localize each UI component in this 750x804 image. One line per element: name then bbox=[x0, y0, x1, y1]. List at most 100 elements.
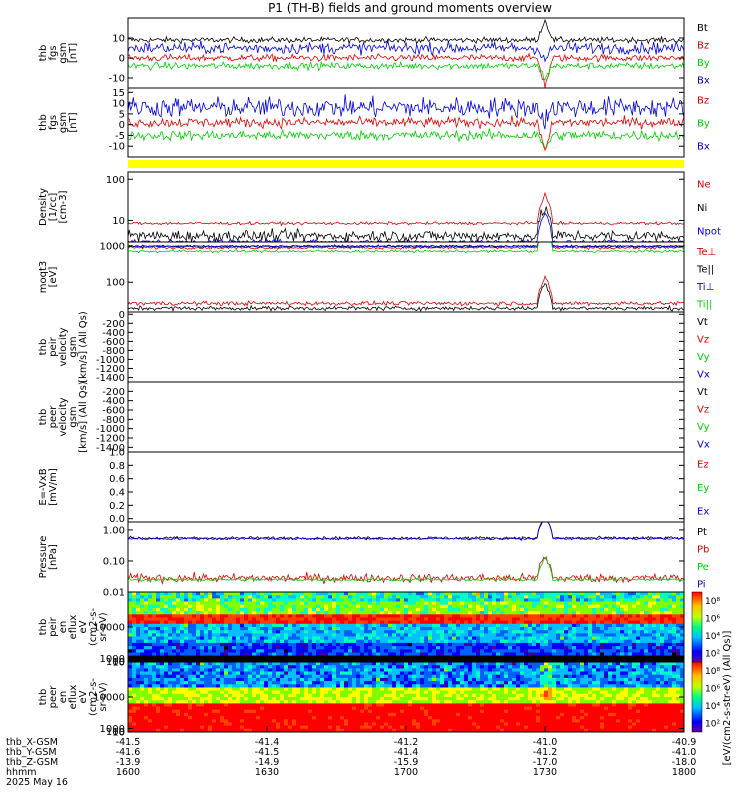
spectrogram-cell bbox=[276, 662, 280, 666]
spectrogram-cell bbox=[128, 614, 132, 618]
spectrogram-cell bbox=[548, 643, 552, 647]
spectrogram-cell bbox=[288, 627, 292, 631]
legend-entry: Vy bbox=[697, 352, 710, 363]
spectrogram-cell bbox=[444, 649, 448, 653]
spectrogram-cell bbox=[208, 653, 212, 657]
spectrogram-cell bbox=[252, 684, 256, 688]
spectrogram-cell bbox=[664, 675, 668, 679]
spectrogram-cell bbox=[152, 653, 156, 657]
spectrogram-cell bbox=[292, 598, 296, 602]
spectrogram-cell bbox=[172, 608, 176, 612]
spectrogram-cell bbox=[220, 627, 224, 631]
spectrogram-cell bbox=[384, 595, 388, 599]
spectrogram-cell bbox=[360, 684, 364, 688]
y-tick-label: 0.10 bbox=[103, 556, 125, 567]
spectrogram-cell bbox=[308, 700, 312, 704]
spectrogram-cell bbox=[376, 602, 380, 606]
spectrogram-cell bbox=[568, 637, 572, 641]
spectrogram-cell bbox=[368, 678, 372, 682]
spectrogram-cell bbox=[288, 662, 292, 666]
spectrogram-cell bbox=[356, 656, 360, 660]
spectrogram-cell bbox=[248, 665, 252, 669]
spectrogram-cell bbox=[544, 665, 548, 669]
spectrogram-cell bbox=[184, 633, 188, 637]
spectrogram-cell bbox=[260, 649, 264, 653]
spectrogram-cell bbox=[408, 691, 412, 695]
spectrogram-cell bbox=[596, 621, 600, 625]
spectrogram-cell bbox=[468, 595, 472, 599]
spectrogram-cell bbox=[520, 681, 524, 685]
spectrogram-cell bbox=[564, 640, 568, 644]
spectrogram-cell bbox=[624, 665, 628, 669]
spectrogram-cell bbox=[516, 681, 520, 685]
spectrogram-cell bbox=[628, 649, 632, 653]
spectrogram-cell bbox=[272, 649, 276, 653]
spectrogram-cell bbox=[636, 592, 640, 596]
spectrogram-cell bbox=[152, 678, 156, 682]
spectrogram-cell bbox=[184, 678, 188, 682]
spectrogram-cell bbox=[612, 598, 616, 602]
spectrogram-cell bbox=[372, 649, 376, 653]
spectrogram-cell bbox=[280, 656, 284, 660]
spectrogram-cell bbox=[328, 608, 332, 612]
spectrogram-cell bbox=[424, 614, 428, 618]
spectrogram-cell bbox=[604, 630, 608, 634]
spectrogram-cell bbox=[656, 624, 660, 628]
spectrogram-cell bbox=[368, 608, 372, 612]
spectrogram-cell bbox=[564, 611, 568, 615]
spectrogram-cell bbox=[656, 643, 660, 647]
legend-entry: Pt bbox=[697, 527, 707, 538]
spectrogram-cell bbox=[132, 618, 136, 622]
spectrogram-cell bbox=[544, 681, 548, 685]
spectrogram-cell bbox=[468, 649, 472, 653]
spectrogram-cell bbox=[460, 668, 464, 672]
spectrogram-cell bbox=[544, 598, 548, 602]
spectrogram-cell bbox=[308, 637, 312, 641]
spectrogram-cell bbox=[236, 630, 240, 634]
spectrogram-cell bbox=[580, 678, 584, 682]
spectrogram-cell bbox=[668, 643, 672, 647]
spectrogram-cell bbox=[260, 668, 264, 672]
spectrogram-cell bbox=[608, 633, 612, 637]
spectrogram-cell bbox=[376, 646, 380, 650]
legend-entry: Vx bbox=[697, 439, 710, 450]
spectrogram-cell bbox=[392, 684, 396, 688]
spectrogram-cell bbox=[540, 691, 544, 695]
spectrogram-cell bbox=[556, 633, 560, 637]
spectrogram-cell bbox=[436, 649, 440, 653]
spectrogram-cell bbox=[184, 595, 188, 599]
spectrogram-cell bbox=[284, 668, 288, 672]
spectrogram-cell bbox=[276, 700, 280, 704]
spectrogram-cell bbox=[556, 621, 560, 625]
spectrogram-cell bbox=[568, 653, 572, 657]
spectrogram-cell bbox=[548, 605, 552, 609]
spectrogram-cell bbox=[472, 633, 476, 637]
spectrogram-cell bbox=[144, 672, 148, 676]
spectrogram-cell bbox=[452, 672, 456, 676]
spectrogram-cell bbox=[444, 605, 448, 609]
spectrogram-cell bbox=[240, 595, 244, 599]
spectrogram-cell bbox=[404, 681, 408, 685]
spectrogram-cell bbox=[240, 630, 244, 634]
spectrogram-cell bbox=[560, 646, 564, 650]
spectrogram-cell bbox=[376, 637, 380, 641]
spectrogram-cell bbox=[348, 656, 352, 660]
spectrogram-cell bbox=[220, 640, 224, 644]
spectrogram-cell bbox=[552, 662, 556, 666]
spectrogram-cell bbox=[436, 602, 440, 606]
spectrogram-cell bbox=[224, 656, 228, 660]
spectrogram-cell bbox=[384, 633, 388, 637]
spectrogram-cell bbox=[592, 621, 596, 625]
spectrogram-cell bbox=[292, 627, 296, 631]
spectrogram-cell bbox=[484, 653, 488, 657]
spectrogram-cell bbox=[456, 611, 460, 615]
spectrogram-cell bbox=[404, 675, 408, 679]
spectrogram-cell bbox=[536, 640, 540, 644]
spectrogram-cell bbox=[224, 624, 228, 628]
spectrogram-cell bbox=[516, 649, 520, 653]
spectrogram-cell bbox=[372, 688, 376, 692]
spectrogram-cell bbox=[432, 697, 436, 701]
spectrogram-cell bbox=[592, 678, 596, 682]
spectrogram-cell bbox=[584, 662, 588, 666]
spectrogram-cell bbox=[264, 646, 268, 650]
